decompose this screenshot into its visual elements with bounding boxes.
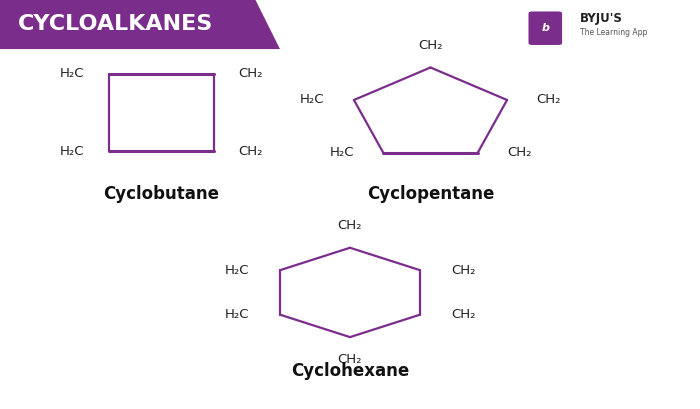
Text: Cyclobutane: Cyclobutane xyxy=(103,185,219,203)
Text: CH₂: CH₂ xyxy=(419,39,442,52)
Text: CH₂: CH₂ xyxy=(508,146,532,159)
Text: CH₂: CH₂ xyxy=(337,219,363,232)
Text: The Learning App: The Learning App xyxy=(580,28,647,37)
Text: H₂C: H₂C xyxy=(224,263,248,276)
Text: H₂C: H₂C xyxy=(224,308,248,321)
Text: CH₂: CH₂ xyxy=(452,263,476,276)
Text: CYCLOALKANES: CYCLOALKANES xyxy=(18,14,213,34)
Text: b: b xyxy=(541,23,550,33)
Text: H₂C: H₂C xyxy=(60,67,84,80)
Text: H₂C: H₂C xyxy=(329,146,354,159)
Text: CH₂: CH₂ xyxy=(238,145,262,158)
Polygon shape xyxy=(0,0,280,49)
Text: Cyclohexane: Cyclohexane xyxy=(291,362,409,380)
Text: CH₂: CH₂ xyxy=(337,353,363,366)
FancyBboxPatch shape xyxy=(528,11,562,45)
Text: Cyclopentane: Cyclopentane xyxy=(367,185,494,203)
Text: CH₂: CH₂ xyxy=(536,94,561,106)
Text: BYJU'S: BYJU'S xyxy=(580,12,622,25)
Text: CH₂: CH₂ xyxy=(452,308,476,321)
Text: H₂C: H₂C xyxy=(60,145,84,158)
Text: H₂C: H₂C xyxy=(300,94,325,106)
Text: CH₂: CH₂ xyxy=(238,67,262,80)
